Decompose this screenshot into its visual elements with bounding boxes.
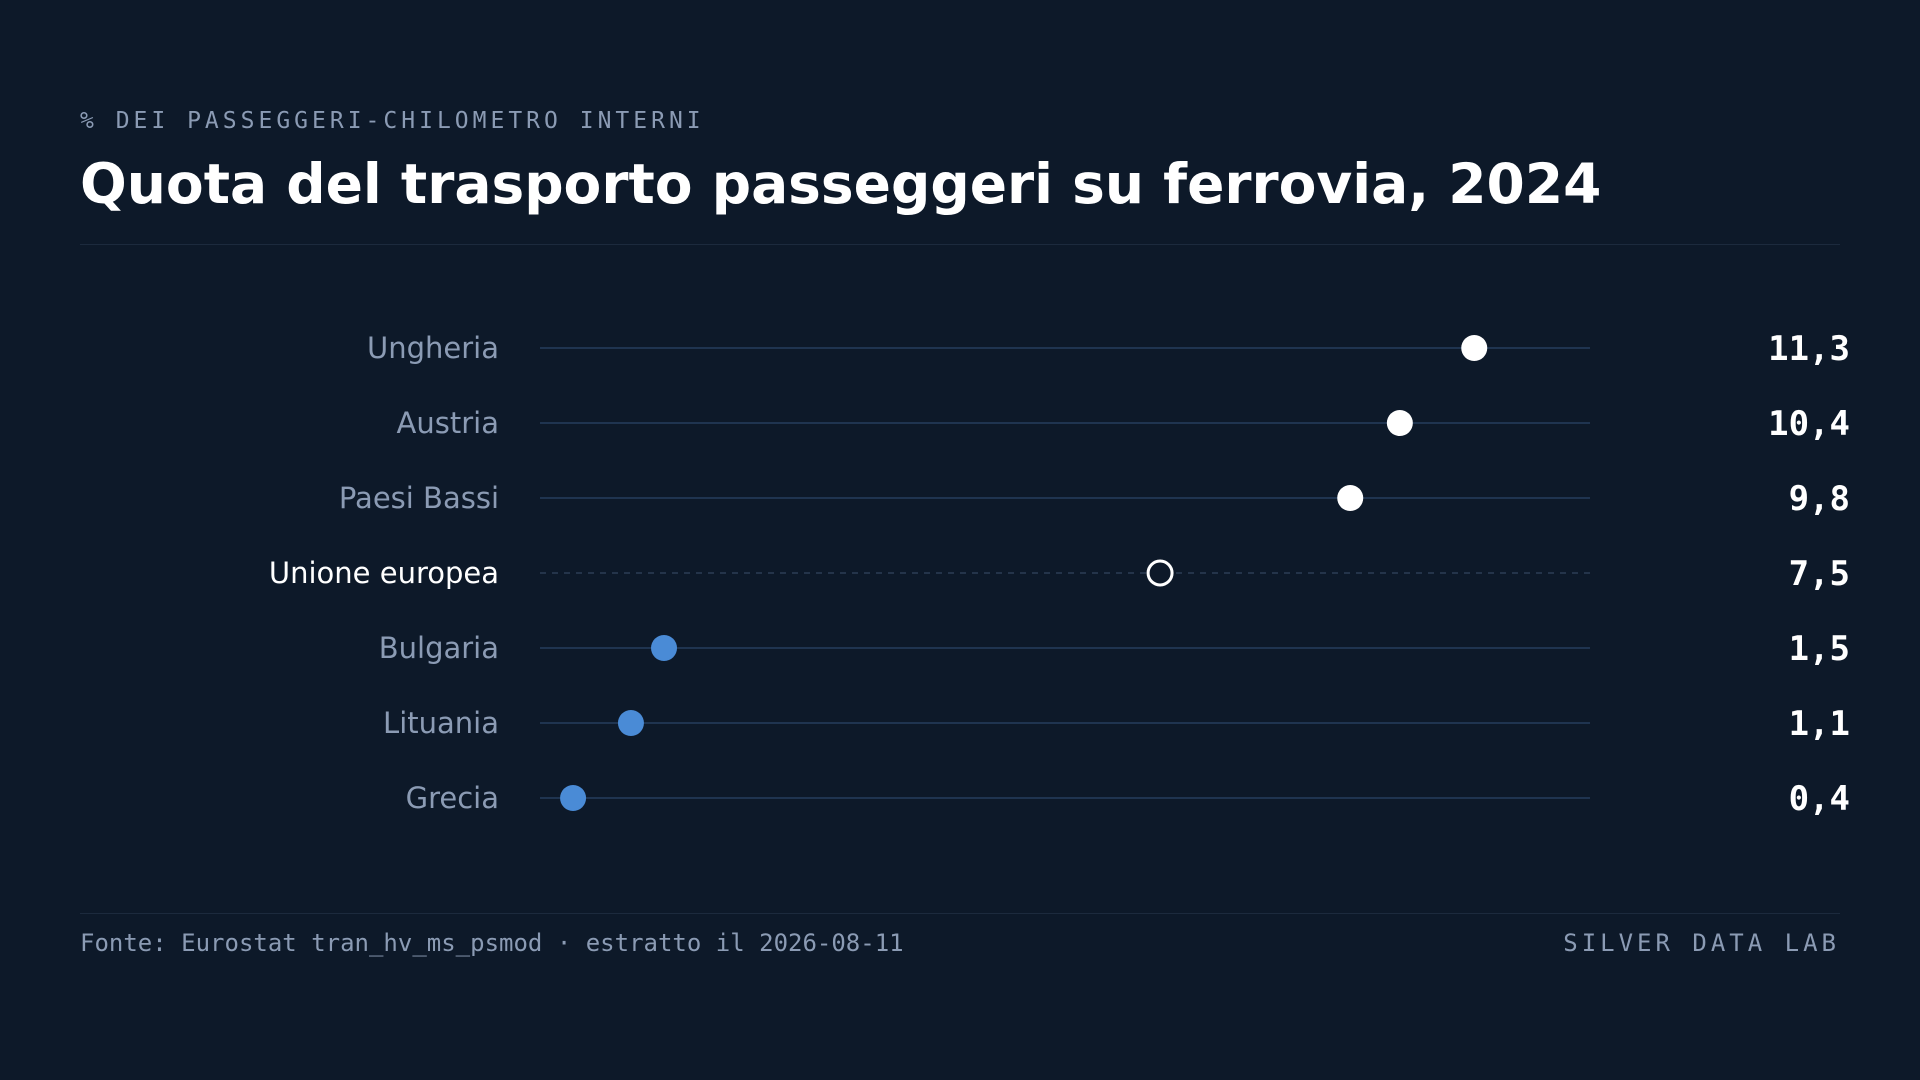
header-divider (80, 244, 1840, 245)
data-point (617, 710, 644, 736)
value-label: 1,1 (1789, 704, 1850, 744)
value-label: 7,5 (1789, 554, 1850, 594)
category-label: Bulgaria (379, 631, 499, 665)
footer-divider (80, 913, 1840, 914)
data-point (1337, 485, 1364, 511)
category-label: Ungheria (367, 331, 499, 365)
value-label: 11,3 (1768, 329, 1850, 369)
value-label: 9,8 (1789, 479, 1850, 519)
category-label: Lituania (383, 706, 499, 740)
category-label: Paesi Bassi (339, 481, 499, 515)
value-label: 10,4 (1768, 404, 1850, 444)
value-label: 0,4 (1789, 779, 1850, 819)
chart-subtitle: % DEI PASSEGGERI-CHILOMETRO INTERNI (80, 108, 705, 134)
source-note: Fonte: Eurostat tran_hv_ms_psmod · estra… (80, 929, 904, 957)
data-point (651, 635, 678, 661)
brand-label: SILVER DATA LAB (1563, 929, 1840, 957)
chart-title: Quota del trasporto passeggeri su ferrov… (80, 152, 1602, 216)
data-point (1461, 335, 1488, 361)
reference-point (1146, 559, 1174, 587)
category-label: Grecia (406, 781, 499, 815)
category-label: Unione europea (269, 556, 499, 590)
category-label: Austria (397, 406, 499, 440)
data-point (560, 785, 587, 811)
data-point (1386, 410, 1413, 436)
value-label: 1,5 (1789, 629, 1850, 669)
